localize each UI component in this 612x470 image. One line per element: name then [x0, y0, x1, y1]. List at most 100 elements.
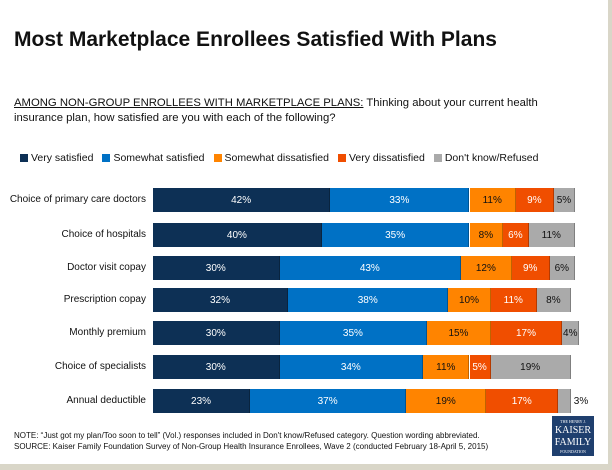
data-label: 40%: [226, 229, 247, 241]
bar-segment: 35%: [321, 223, 470, 247]
bar-segment: 11%: [423, 355, 470, 379]
data-label: 19%: [520, 361, 541, 373]
data-label: 4%: [563, 327, 578, 339]
bar-segment: 9%: [515, 188, 554, 212]
legend-swatch: [213, 154, 222, 162]
bar-segment: 40%: [153, 223, 322, 247]
data-label: 5%: [556, 194, 572, 206]
legend-label: Somewhat satisfied: [113, 152, 205, 164]
legend-item: Somewhat satisfied: [102, 152, 205, 164]
logo-text: THE HENRY J.: [560, 419, 586, 424]
bar-segment: 34%: [279, 355, 424, 379]
data-label: 10%: [458, 294, 479, 306]
legend-label: Don't know/Refused: [444, 152, 539, 164]
bar-segment: 19%: [490, 355, 571, 379]
legend-swatch: [337, 154, 346, 162]
kff-logo: THE HENRY J. KAISER FAMILY FOUNDATION: [552, 416, 594, 456]
data-label: 30%: [205, 262, 226, 274]
data-label: 11%: [482, 194, 502, 206]
bar-segment: 5%: [553, 188, 575, 212]
data-label: 8%: [478, 229, 494, 241]
data-label: 30%: [205, 361, 226, 373]
bar-segment: 15%: [427, 321, 491, 345]
data-label: 43%: [359, 262, 380, 274]
data-label: 11%: [436, 361, 456, 373]
data-label: 12%: [475, 262, 496, 274]
bar-segment: 8%: [469, 223, 504, 247]
data-label: 34%: [340, 361, 361, 373]
data-label: 5%: [472, 361, 487, 373]
data-label: 6%: [508, 229, 523, 241]
logo-text: FOUNDATION: [560, 449, 586, 454]
bar-segment: 5%: [469, 355, 491, 379]
data-label: 19%: [435, 395, 456, 407]
chart-title: Most Marketplace Enrollees Satisfied Wit…: [14, 28, 497, 51]
data-label: 11%: [541, 229, 561, 241]
bar-segment: 30%: [153, 321, 280, 345]
source-text: SOURCE: Kaiser Family Foundation Survey …: [14, 442, 489, 451]
legend-swatch: [20, 154, 28, 162]
bar-chart: Choice of primary care doctors 42% 33% 11% 9…: [0, 180, 608, 420]
bar-segment: 4%: [562, 321, 580, 345]
category-label: Annual deductible: [66, 395, 146, 406]
bar-segment: 43%: [279, 256, 462, 280]
bar-segment: 17%: [490, 321, 563, 345]
bar-segment: 12%: [461, 256, 512, 280]
legend-label: Very dissatisfied: [348, 152, 425, 164]
bar-segment: 38%: [288, 288, 449, 312]
legend: Very satisfied Somewhat satisfied Somewhat…: [20, 152, 595, 164]
bar-segment: 11%: [490, 288, 537, 312]
bar-segment: 30%: [153, 355, 280, 379]
data-label: 3%: [573, 396, 589, 407]
bar-segment: 33%: [330, 188, 470, 212]
legend-label: Very satisfied: [31, 152, 94, 164]
data-label: 17%: [515, 327, 536, 339]
data-label: 32%: [210, 294, 231, 306]
bar-segment: 35%: [279, 321, 428, 345]
data-label: 35%: [342, 327, 363, 339]
data-label: 9%: [527, 194, 542, 206]
category-label: Choice of specialists: [54, 361, 146, 372]
notes: NOTE: “Just got my plan/Too soon to tell…: [14, 430, 544, 452]
bar-segment: 42%: [153, 188, 331, 212]
bar-segment: 32%: [153, 288, 289, 312]
legend-item: Very satisfied: [20, 152, 93, 164]
category-label: Doctor visit copay: [67, 262, 146, 273]
legend-item: Somewhat dissatisfied: [213, 152, 329, 164]
bar-segment: 30%: [153, 256, 280, 280]
data-label: 9%: [522, 262, 538, 274]
data-label: 33%: [389, 194, 410, 206]
category-label: Monthly premium: [69, 327, 146, 338]
bar-segment: 10%: [448, 288, 491, 312]
data-label: 23%: [191, 395, 212, 407]
subtitle-question: Thinking about your current health insur…: [14, 97, 538, 124]
data-label: 30%: [205, 327, 226, 339]
bar-segment: 23%: [153, 389, 251, 413]
data-label: 11%: [503, 294, 523, 306]
bar-segment: 37%: [250, 389, 407, 413]
logo-text: KAISER: [554, 425, 592, 436]
data-label: 15%: [448, 327, 469, 339]
legend-label: Somewhat dissatisfied: [224, 152, 329, 164]
chart-subtitle: AMONG NON-GROUP ENROLLEES WITH MARKETPLA…: [14, 96, 589, 126]
bar-segment: 9%: [511, 256, 550, 280]
bar-segment: 17%: [486, 389, 559, 413]
data-label: 6%: [554, 262, 570, 274]
legend-item: Very dissatisfied: [337, 152, 425, 164]
data-label: 17%: [511, 395, 532, 407]
bar-segment: 6%: [549, 256, 575, 280]
bar-segment: 8%: [537, 288, 571, 312]
bar-segment: [558, 389, 571, 413]
category-label: Choice of primary care doctors: [9, 194, 146, 205]
subtitle-lead: AMONG NON-GROUP ENROLLEES WITH MARKETPLA…: [14, 97, 364, 109]
legend-swatch: [433, 154, 442, 162]
data-label: 35%: [385, 229, 406, 241]
bar-segment: 6%: [503, 223, 529, 247]
legend-swatch: [102, 154, 111, 162]
bar-segment: 11%: [528, 223, 575, 247]
bar-segment: 11%: [469, 188, 516, 212]
data-label: 38%: [357, 294, 378, 306]
category-label: Choice of hospitals: [61, 229, 147, 240]
data-label: 37%: [317, 395, 338, 407]
